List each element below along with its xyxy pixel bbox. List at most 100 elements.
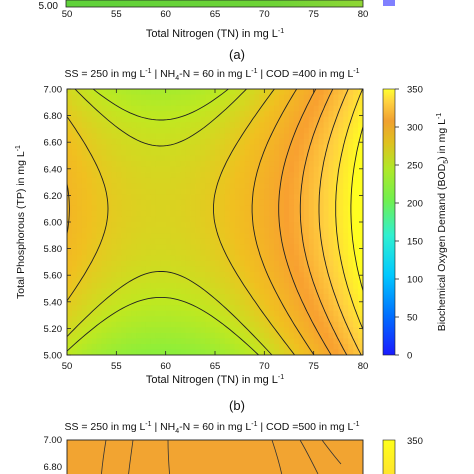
heatmap-cell [348, 327, 354, 334]
heatmap-cell [180, 144, 186, 151]
heatmap-cell [338, 305, 344, 312]
heatmap-cell [269, 183, 275, 190]
heatmap-cell [126, 332, 132, 339]
heatmap-cell [71, 233, 78, 240]
heatmap-cell [175, 266, 182, 273]
heatmap-cell [180, 349, 186, 355]
heatmap-cell [111, 227, 117, 234]
heatmap-cell [259, 177, 265, 184]
heatmap-cell [293, 316, 300, 323]
heatmap-cell [126, 127, 132, 134]
heatmap-cell [318, 89, 325, 96]
heatmap-cell [259, 138, 265, 146]
heatmap-cell [96, 89, 103, 96]
heatmap-cell [234, 127, 241, 134]
heatmap-cell [136, 244, 142, 251]
heatmap-cell [353, 288, 359, 295]
heatmap-cell [303, 338, 310, 345]
heatmap-cell [67, 321, 73, 328]
heatmap-cell [244, 199, 251, 206]
heatmap-cell [180, 194, 186, 201]
heatmap-cell [284, 305, 290, 312]
heatmap-cell [264, 338, 270, 345]
heatmap-cell [254, 105, 260, 112]
heatmap-cell [234, 177, 241, 184]
heatmap-cell [244, 227, 251, 234]
heatmap-cell [284, 266, 290, 273]
heatmap-cell [71, 294, 78, 301]
heatmap-cell [136, 222, 142, 229]
heatmap-cell [185, 199, 191, 206]
heatmap-cell [234, 305, 241, 312]
heatmap-cell [126, 343, 132, 351]
heatmap-cell [165, 122, 172, 129]
heatmap-cell [106, 294, 112, 301]
heatmap-cell [67, 266, 73, 273]
heatmap-cell [195, 205, 201, 212]
heatmap-cell [343, 343, 349, 351]
heatmap-cell [298, 305, 305, 312]
heatmap-cell [244, 100, 251, 107]
heatmap-cell [96, 138, 103, 146]
heatmap-cell [210, 105, 216, 112]
heatmap-cell [185, 188, 191, 195]
heatmap-cell [195, 122, 201, 129]
heatmap-cell [269, 111, 275, 118]
heatmap-cell [180, 271, 186, 279]
heatmap-cell [323, 205, 330, 212]
heatmap-cell [308, 266, 315, 273]
contour-line [67, 115, 109, 302]
heatmap-cell [106, 316, 112, 323]
heatmap-cell [239, 338, 246, 345]
heatmap-cell [239, 238, 246, 245]
heatmap-cell [239, 127, 246, 134]
heatmap-cell [200, 149, 206, 157]
heatmap-cell [141, 177, 147, 184]
heatmap-cell [279, 255, 285, 262]
heatmap-cell [136, 194, 142, 201]
heatmap-cell [81, 116, 88, 123]
heatmap-cell [185, 249, 191, 256]
heatmap-cell [308, 332, 315, 339]
heatmap-cell [353, 349, 359, 355]
heatmap-cell [303, 227, 310, 234]
heatmap-cell [358, 149, 363, 157]
heatmap-cell [210, 155, 216, 162]
heatmap-cell [259, 227, 265, 234]
heatmap-cell [145, 271, 152, 279]
heatmap-cell [180, 100, 186, 107]
heatmap-cell [333, 249, 339, 256]
heatmap-cell [205, 89, 211, 96]
heatmap-cell [106, 161, 112, 168]
heatmap-cell [279, 116, 285, 123]
heatmap-cell [293, 105, 300, 112]
heatmap-cell [96, 233, 103, 240]
x-axis-ticks: 50 55 60 65 70 75 80 [62, 89, 368, 372]
heatmap-cell [165, 343, 172, 351]
heatmap-cell [219, 321, 226, 328]
heatmap-cell [224, 183, 231, 190]
heatmap-cell [200, 288, 206, 295]
colorbar-tick-label: 200 [407, 199, 423, 210]
heatmap-cell [195, 327, 201, 334]
heatmap-cell [210, 244, 216, 251]
heatmap-cell [81, 183, 88, 190]
heatmap-cell [333, 138, 339, 146]
heatmap-cell [289, 161, 295, 168]
heatmap-cell [303, 216, 310, 223]
heatmap-cell [289, 155, 295, 162]
heatmap-cell [165, 271, 172, 279]
heatmap-cell [358, 199, 363, 206]
heatmap-cell [136, 327, 142, 334]
heatmap-cell [67, 299, 73, 306]
heatmap-cell [71, 255, 78, 262]
heatmap-cell [343, 199, 349, 206]
heatmap-cell [190, 294, 196, 301]
heatmap-cell [180, 116, 186, 123]
heatmap-cell [91, 188, 98, 195]
heatmap-cell [190, 227, 196, 234]
heatmap-cell [91, 199, 98, 206]
heatmap-cell [338, 105, 344, 112]
heatmap-cell [121, 238, 127, 245]
contour-line [92, 89, 230, 121]
